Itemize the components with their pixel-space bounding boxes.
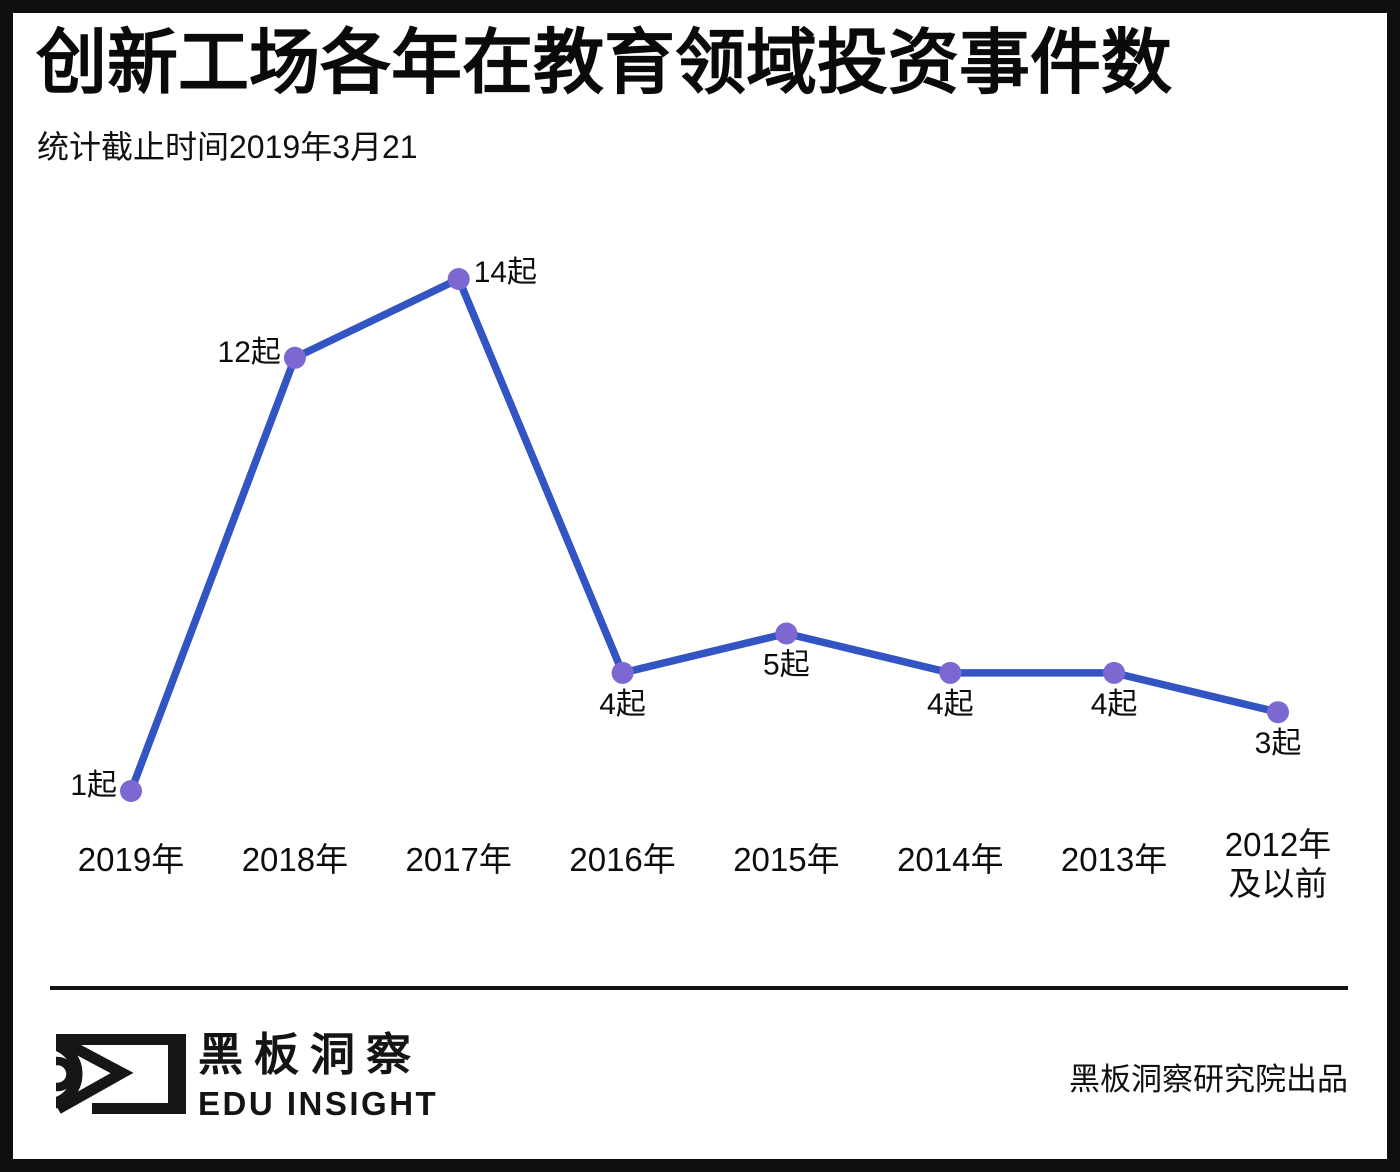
point-label: 4起: [1091, 688, 1138, 721]
point-label: 12起: [218, 336, 281, 369]
brand-tagline: EDU INSIGHT: [198, 1085, 439, 1122]
x-tick-label: 2019年: [78, 841, 184, 878]
data-point: [775, 622, 798, 645]
x-tick-label: 2012年及以前: [1225, 826, 1331, 902]
page-subtitle: 统计截止时间2019年3月21: [37, 129, 418, 165]
data-point: [939, 661, 962, 684]
x-tick-label: 2016年: [569, 841, 675, 878]
data-point: [447, 268, 470, 290]
x-tick-label: 2014年: [897, 841, 1003, 878]
page-title: 创新工场各年在教育领域投资事件数: [36, 24, 1173, 103]
point-label: 4起: [599, 688, 646, 721]
x-tick-label: 2013年: [1061, 841, 1167, 878]
footer-divider: [50, 986, 1348, 990]
eye-logo-icon: [56, 1034, 186, 1114]
data-point: [283, 346, 306, 369]
x-tick-label: 2017年: [405, 841, 511, 878]
brand-name: 黑板洞察: [198, 1029, 423, 1080]
x-tick-label: 2018年: [242, 841, 348, 878]
brand-text-block: 黑板洞察 EDU INSIGHT: [198, 1032, 438, 1120]
brand-logo: 黑板洞察 EDU INSIGHT: [56, 1032, 438, 1120]
point-label: 5起: [763, 649, 810, 682]
point-label: 3起: [1255, 727, 1302, 760]
x-tick-label: 2015年: [733, 841, 839, 878]
point-label: 1起: [70, 769, 117, 802]
data-line: [127, 275, 1282, 795]
point-label: 4起: [927, 688, 974, 721]
data-point: [611, 661, 634, 684]
data-point: [1267, 701, 1289, 724]
point-label: 14起: [474, 256, 537, 289]
data-point: [120, 780, 142, 802]
data-point: [1103, 661, 1126, 684]
publisher-credit: 黑板洞察研究院出品: [1069, 1062, 1348, 1097]
